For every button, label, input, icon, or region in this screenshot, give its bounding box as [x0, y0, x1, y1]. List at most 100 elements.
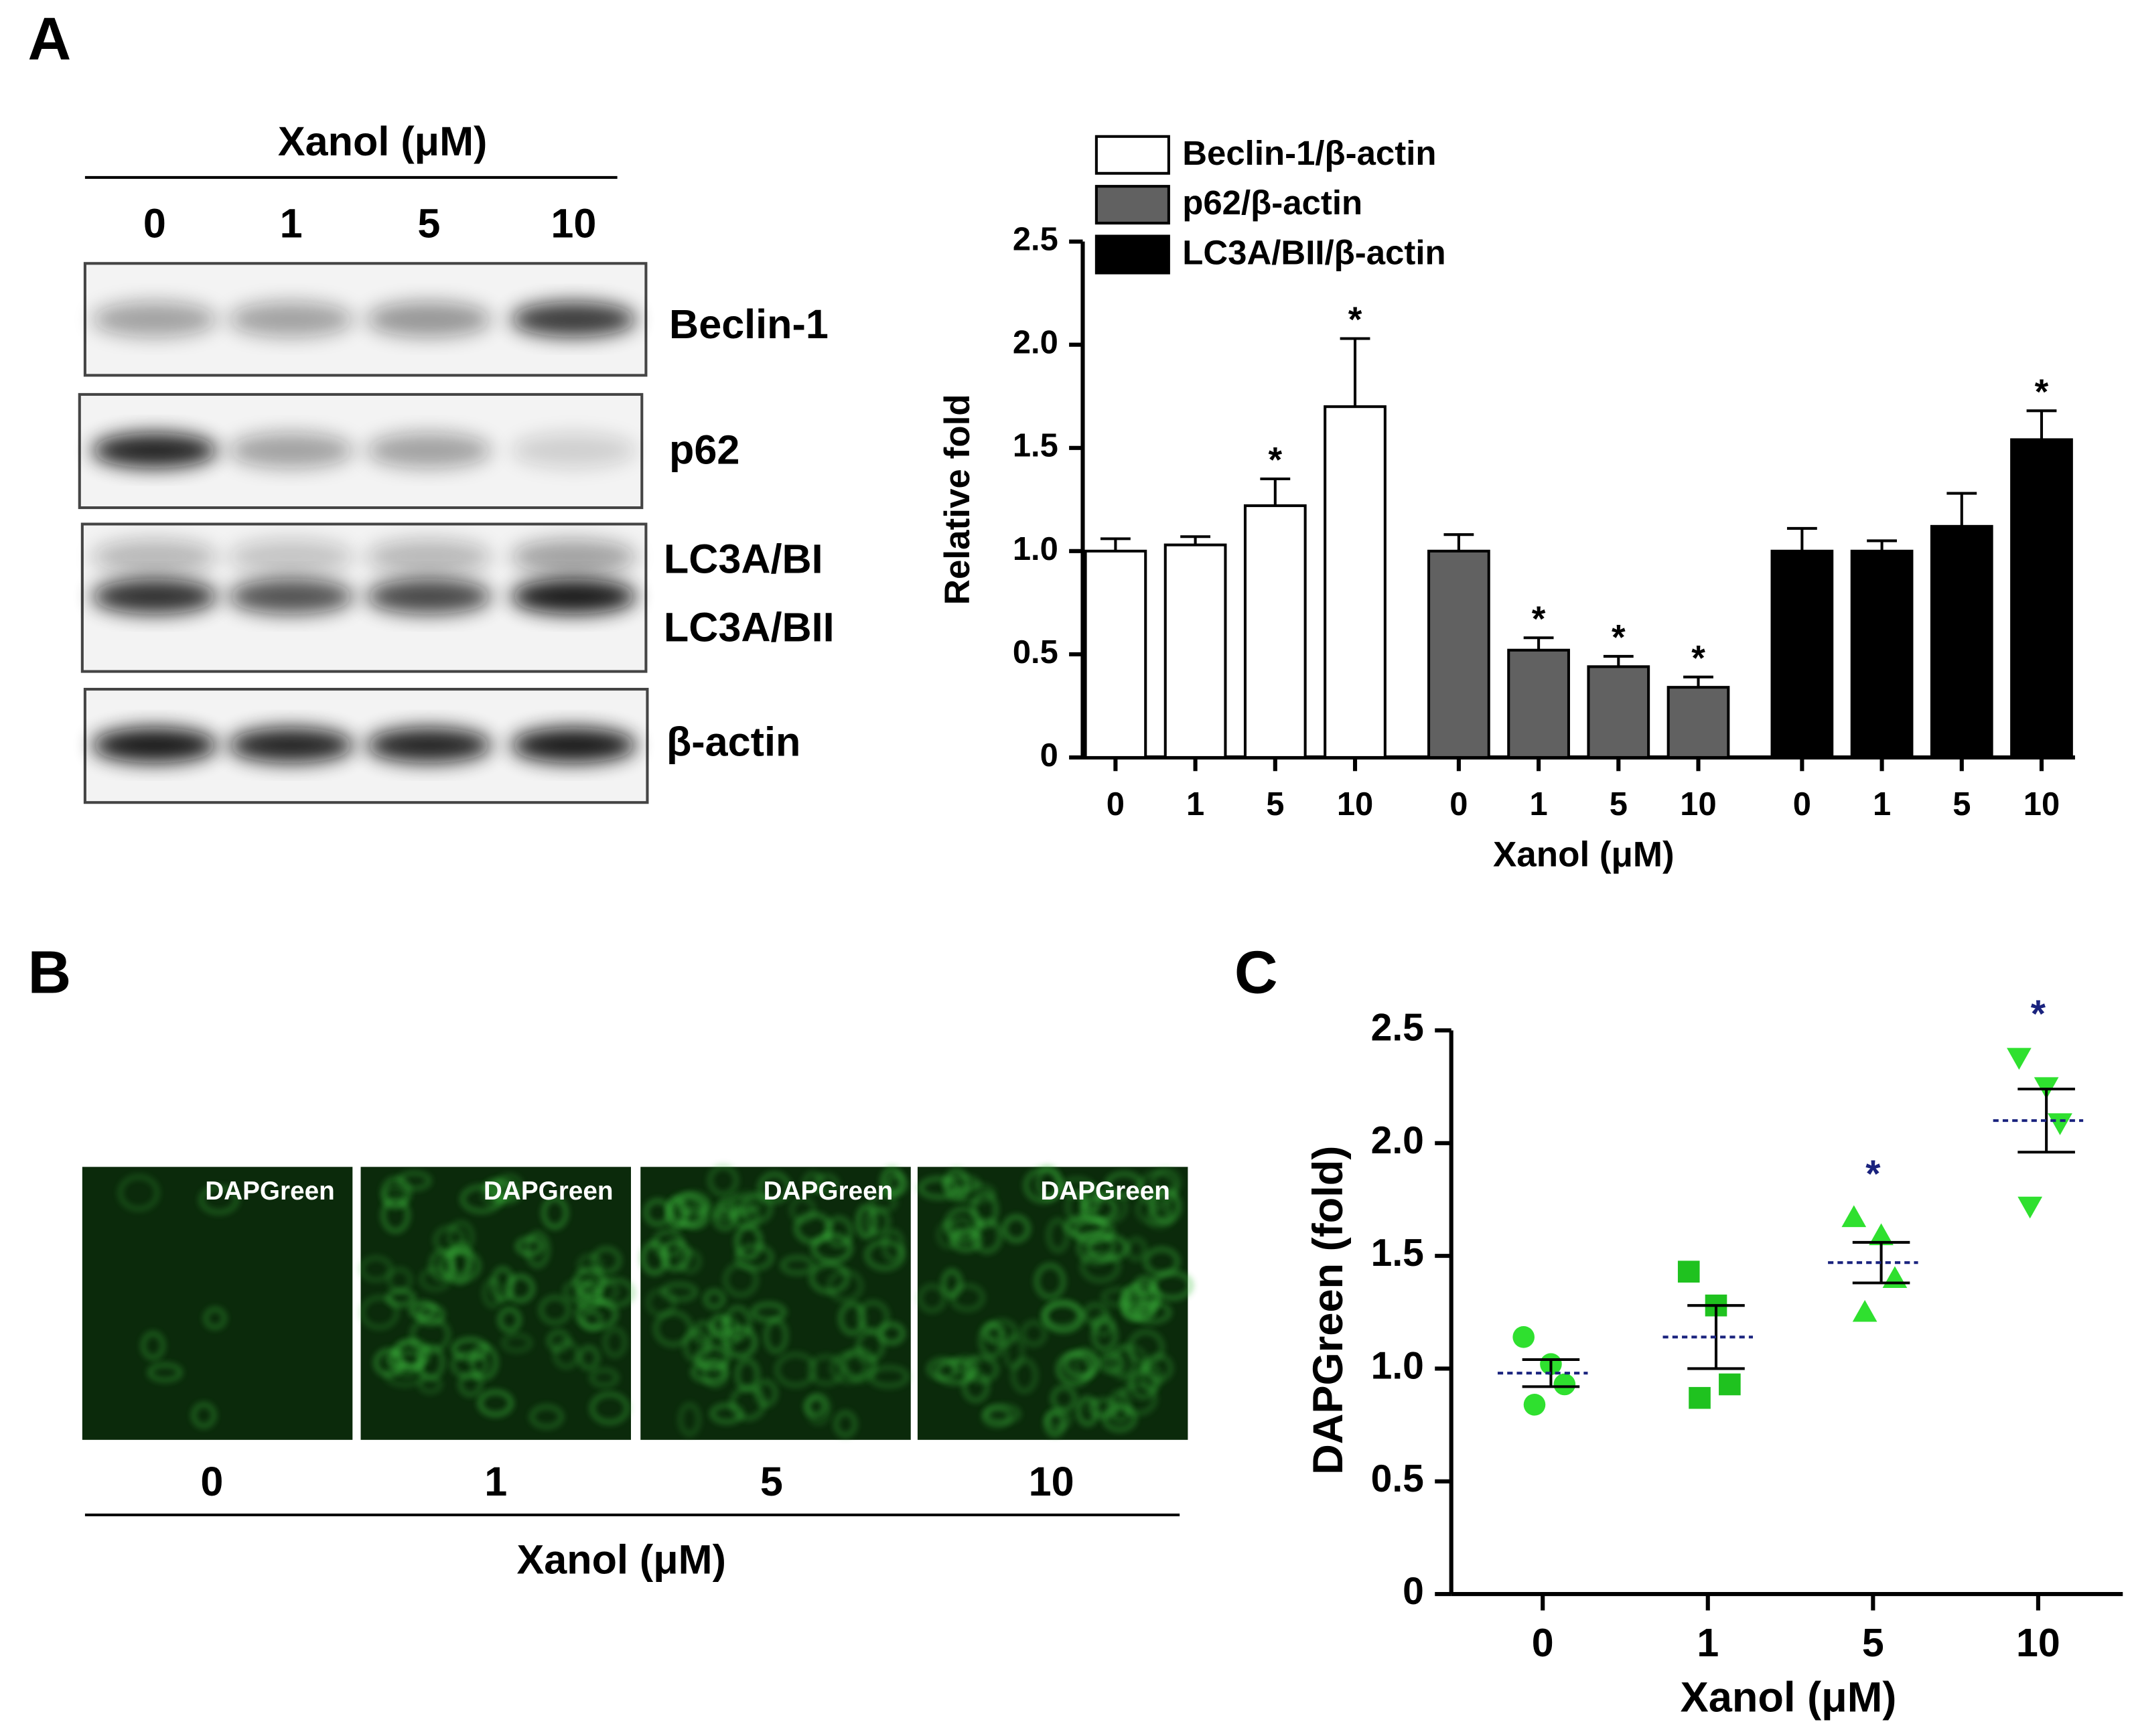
image-label: DAPGreen [205, 1177, 335, 1206]
cell [390, 1341, 423, 1376]
cell [857, 1205, 877, 1238]
cell [1151, 1169, 1180, 1196]
blot-band [92, 579, 218, 614]
cell [950, 1284, 985, 1311]
cell [806, 1393, 831, 1425]
images-title: Xanol (μM) [517, 1536, 726, 1582]
cell [1115, 1347, 1135, 1376]
cell [1003, 1215, 1030, 1242]
cell [200, 1185, 238, 1214]
image-label: DAPGreen [1040, 1177, 1170, 1206]
cell [679, 1250, 701, 1273]
cell [679, 1403, 701, 1436]
cell [719, 1196, 754, 1216]
cell [141, 1331, 165, 1360]
cell [677, 1192, 710, 1216]
cell [459, 1373, 482, 1396]
y-tick-label: 1.0 [1013, 531, 1058, 567]
cell [581, 1310, 602, 1330]
cell [857, 1301, 889, 1333]
legend-label: Beclin-1/β-actin [1182, 134, 1436, 172]
cell [553, 1340, 579, 1368]
blot-band [92, 727, 218, 764]
image-lane-label: 5 [760, 1459, 783, 1504]
cell [713, 1208, 737, 1230]
x-tick-label: 0 [1449, 786, 1468, 822]
blot-band [228, 727, 354, 764]
cell [1047, 1218, 1069, 1252]
cell [483, 1279, 502, 1307]
y-tick-label: 2.5 [1371, 1007, 1424, 1050]
image-lane-label: 10 [1029, 1459, 1074, 1504]
bar [1666, 686, 1730, 759]
bar [1084, 549, 1147, 759]
cell [478, 1390, 513, 1416]
cell [710, 1315, 730, 1336]
cell [148, 1363, 182, 1382]
cell [879, 1323, 904, 1344]
cell [1092, 1319, 1117, 1351]
cell [591, 1247, 621, 1274]
blot-band [366, 727, 492, 764]
cell [703, 1358, 728, 1387]
x-axis-label: Xanol (μM) [1681, 1674, 1897, 1721]
bar [1587, 665, 1650, 759]
point [1523, 1394, 1546, 1416]
cell [1150, 1189, 1180, 1224]
cell [1037, 1167, 1060, 1200]
cell [1044, 1301, 1083, 1332]
cell [506, 1275, 535, 1302]
cell [1092, 1314, 1114, 1336]
cell [781, 1256, 814, 1275]
legend-swatch [1094, 234, 1170, 275]
x-tick-label: 10 [1337, 786, 1373, 822]
cell [735, 1244, 773, 1271]
cell [439, 1250, 480, 1282]
blot-band [228, 432, 354, 468]
cell [946, 1218, 973, 1236]
y-tick-label: 2.0 [1013, 325, 1058, 361]
cell [1099, 1353, 1124, 1373]
y-axis-label: Relative fold [938, 394, 977, 605]
cell [1124, 1300, 1155, 1321]
cell [360, 1256, 393, 1282]
significance: * [2031, 993, 2046, 1035]
cell [604, 1327, 626, 1358]
cell [825, 1216, 853, 1247]
cell [1106, 1172, 1142, 1197]
cell [803, 1172, 823, 1193]
cell [410, 1301, 436, 1319]
cell [963, 1372, 989, 1402]
cell [691, 1362, 726, 1382]
x-tick-label: 5 [1610, 786, 1628, 822]
cell [972, 1191, 997, 1228]
cell [704, 1289, 725, 1309]
cell [388, 1268, 412, 1292]
micrograph [82, 1167, 353, 1440]
bar [1930, 524, 1993, 759]
bar [1324, 405, 1387, 759]
bar [1427, 549, 1490, 759]
significance: * [1348, 300, 1362, 340]
cell [452, 1338, 488, 1360]
x-tick-label: 5 [1862, 1621, 1884, 1665]
image-label: DAPGreen [484, 1177, 614, 1206]
legend-label: p62/β-actin [1182, 184, 1362, 222]
cell [398, 1171, 431, 1190]
lane-label: 1 [280, 200, 303, 246]
band-label: LC3A/BI [664, 536, 823, 582]
point [2048, 1113, 2072, 1135]
cell [448, 1242, 472, 1277]
cell [945, 1169, 969, 1200]
cell [1066, 1190, 1087, 1223]
cell [979, 1322, 1004, 1358]
cell [539, 1296, 571, 1324]
cell [374, 1349, 404, 1376]
significance: * [1612, 618, 1626, 658]
blot-band [228, 538, 354, 575]
legend-swatch [1094, 135, 1170, 175]
cell [883, 1230, 904, 1262]
cell [881, 1167, 903, 1196]
cell [982, 1324, 1005, 1342]
